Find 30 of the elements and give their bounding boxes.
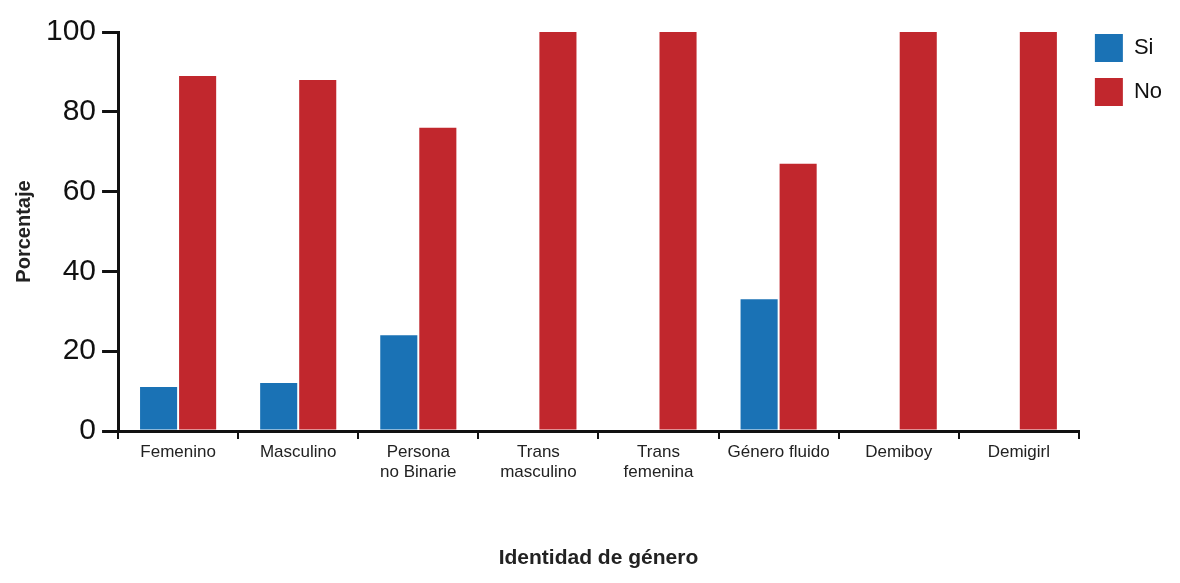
- bar: [899, 32, 937, 430]
- bar: [1019, 32, 1057, 430]
- x-tick-label: Femenino: [140, 441, 216, 461]
- bar: [419, 127, 457, 430]
- bar: [299, 79, 337, 430]
- x-tick-label: Masculino: [259, 441, 337, 461]
- legend-label: No: [1133, 78, 1162, 104]
- y-tick-label: 100: [45, 13, 97, 47]
- x-tick-label: Demigirl: [987, 441, 1050, 461]
- bar: [179, 75, 217, 430]
- x-tick-label: Persona no Binarie: [380, 441, 457, 482]
- y-tick-label: 40: [62, 252, 97, 286]
- bar: [539, 32, 577, 430]
- bar: [779, 163, 817, 430]
- x-axis-title: Identidad de género: [498, 545, 699, 569]
- x-tick-label: Trans masculino: [500, 441, 577, 482]
- y-tick-label: 60: [62, 172, 97, 206]
- x-tick-label: Trans femenina: [623, 441, 695, 482]
- bar: [740, 299, 778, 430]
- bar: [260, 383, 298, 430]
- y-tick-label: 20: [62, 332, 97, 366]
- bar: [380, 335, 418, 430]
- x-tick-label: Demiboy: [865, 441, 933, 461]
- legend-label: Si: [1133, 34, 1154, 60]
- y-tick-label: 0: [79, 412, 97, 446]
- bar: [140, 387, 178, 430]
- y-axis-title: Porcentaje: [11, 180, 34, 283]
- x-tick-label: Género fluido: [727, 441, 830, 461]
- y-tick-label: 80: [62, 93, 97, 127]
- bar: [659, 32, 697, 430]
